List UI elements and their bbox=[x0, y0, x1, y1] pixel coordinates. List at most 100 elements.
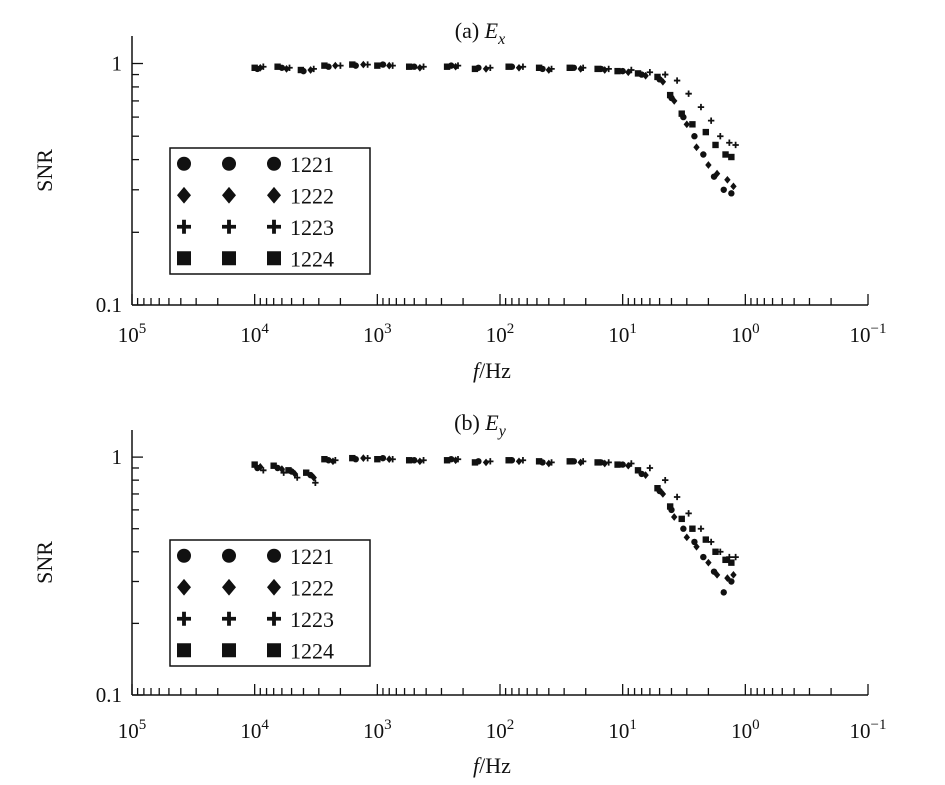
data-point-1221 bbox=[691, 133, 698, 140]
chart-title: (b) Ey bbox=[454, 410, 507, 440]
legend-marker-1221 bbox=[177, 548, 191, 563]
legend-marker-1222 bbox=[267, 578, 281, 596]
data-point-1221 bbox=[720, 589, 727, 596]
data-point-1223 bbox=[420, 457, 427, 464]
x-axis-label: f/Hz bbox=[473, 753, 511, 778]
data-point-1224 bbox=[666, 91, 674, 99]
x-tick-label: 100 bbox=[731, 321, 760, 347]
data-point-1224 bbox=[728, 559, 735, 566]
data-point-1221 bbox=[619, 67, 626, 75]
legend-marker-1221 bbox=[222, 156, 236, 171]
data-point-1222 bbox=[310, 473, 317, 482]
data-point-1223 bbox=[726, 139, 733, 146]
data-point-1224 bbox=[702, 536, 710, 543]
data-point-1222 bbox=[693, 542, 700, 551]
data-point-1224 bbox=[614, 67, 621, 75]
legend-marker-1221 bbox=[267, 548, 281, 563]
data-point-1224 bbox=[443, 63, 451, 70]
data-point-1224 bbox=[321, 455, 328, 463]
legend-marker-1223 bbox=[177, 219, 191, 234]
data-point-1222 bbox=[482, 458, 490, 467]
data-point-1222 bbox=[705, 558, 712, 567]
data-point-1222 bbox=[625, 461, 632, 470]
y-tick-label: 1 bbox=[112, 52, 123, 76]
data-point-1221 bbox=[700, 151, 707, 158]
data-point-1223 bbox=[646, 464, 654, 472]
legend-label: 1221 bbox=[290, 544, 334, 569]
legend-marker-1224 bbox=[222, 643, 236, 658]
legend-marker-1224 bbox=[267, 643, 281, 658]
data-point-1224 bbox=[505, 457, 512, 464]
legend-marker-1222 bbox=[267, 186, 281, 204]
legend-marker-1223 bbox=[177, 611, 191, 626]
data-point-1224 bbox=[349, 61, 356, 68]
data-point-1222 bbox=[515, 63, 523, 72]
data-point-1224 bbox=[566, 64, 573, 71]
x-tick-label: 10−1 bbox=[850, 321, 887, 347]
data-point-1222 bbox=[730, 570, 737, 579]
data-point-1224 bbox=[634, 467, 642, 474]
data-point-1222 bbox=[360, 60, 367, 69]
data-point-1221 bbox=[411, 63, 418, 70]
data-point-1224 bbox=[689, 121, 696, 128]
data-point-1224 bbox=[634, 70, 642, 77]
data-point-1222 bbox=[671, 513, 678, 521]
data-point-1221 bbox=[680, 525, 687, 532]
data-point-1222 bbox=[307, 66, 314, 74]
data-point-1222 bbox=[360, 454, 367, 462]
y-axis-label: SNR bbox=[32, 149, 57, 192]
data-point-1223 bbox=[673, 77, 681, 84]
legend-marker-1223 bbox=[222, 219, 236, 234]
data-point-1223 bbox=[420, 63, 427, 70]
data-point-1222 bbox=[642, 71, 649, 80]
data-point-1222 bbox=[416, 63, 424, 72]
data-point-1223 bbox=[519, 457, 527, 464]
data-point-1224 bbox=[614, 461, 621, 468]
data-point-1223 bbox=[332, 457, 339, 464]
data-point-1224 bbox=[321, 62, 328, 69]
data-point-1222 bbox=[724, 175, 731, 184]
legend-marker-1221 bbox=[267, 156, 281, 171]
data-point-1224 bbox=[303, 469, 310, 476]
data-point-1221 bbox=[720, 186, 727, 193]
x-tick-label: 10−1 bbox=[850, 717, 887, 743]
data-point-1223 bbox=[548, 459, 555, 466]
data-point-1223 bbox=[697, 525, 705, 532]
x-tick-label: 100 bbox=[731, 717, 760, 743]
legend-marker-1222 bbox=[177, 186, 191, 204]
data-point-1224 bbox=[535, 64, 543, 71]
data-point-1223 bbox=[605, 459, 612, 466]
data-point-1224 bbox=[566, 458, 573, 465]
data-point-1224 bbox=[689, 525, 696, 532]
data-point-1221 bbox=[728, 578, 735, 585]
x-tick-label: 102 bbox=[486, 717, 515, 743]
chart-title: (a) Ex bbox=[455, 18, 505, 48]
legend-label: 1222 bbox=[290, 183, 334, 208]
data-point-1223 bbox=[605, 65, 612, 73]
data-point-1224 bbox=[666, 503, 674, 510]
x-tick-label: 101 bbox=[608, 321, 637, 347]
data-point-1223 bbox=[487, 458, 494, 465]
data-point-1223 bbox=[685, 90, 692, 97]
y-tick-label: 1 bbox=[112, 445, 123, 469]
data-point-1224 bbox=[722, 151, 729, 158]
data-point-1222 bbox=[601, 459, 608, 468]
data-point-1222 bbox=[713, 169, 721, 178]
data-point-1221 bbox=[728, 190, 735, 197]
data-point-1224 bbox=[471, 459, 479, 466]
legend-marker-1224 bbox=[267, 251, 281, 266]
data-point-1222 bbox=[642, 471, 649, 479]
legend-marker-1221 bbox=[177, 156, 191, 171]
data-point-1224 bbox=[678, 515, 685, 523]
data-point-1223 bbox=[454, 455, 462, 463]
x-tick-label: 104 bbox=[240, 321, 269, 347]
data-point-1221 bbox=[619, 461, 626, 468]
data-point-1221 bbox=[700, 553, 707, 561]
data-point-1222 bbox=[713, 570, 721, 579]
y-tick-label: 0.1 bbox=[96, 683, 122, 707]
x-tick-label: 103 bbox=[363, 321, 392, 347]
data-point-1223 bbox=[548, 65, 555, 73]
data-point-1224 bbox=[374, 62, 381, 69]
legend-marker-1221 bbox=[222, 548, 236, 563]
legend-label: 1223 bbox=[290, 215, 334, 240]
